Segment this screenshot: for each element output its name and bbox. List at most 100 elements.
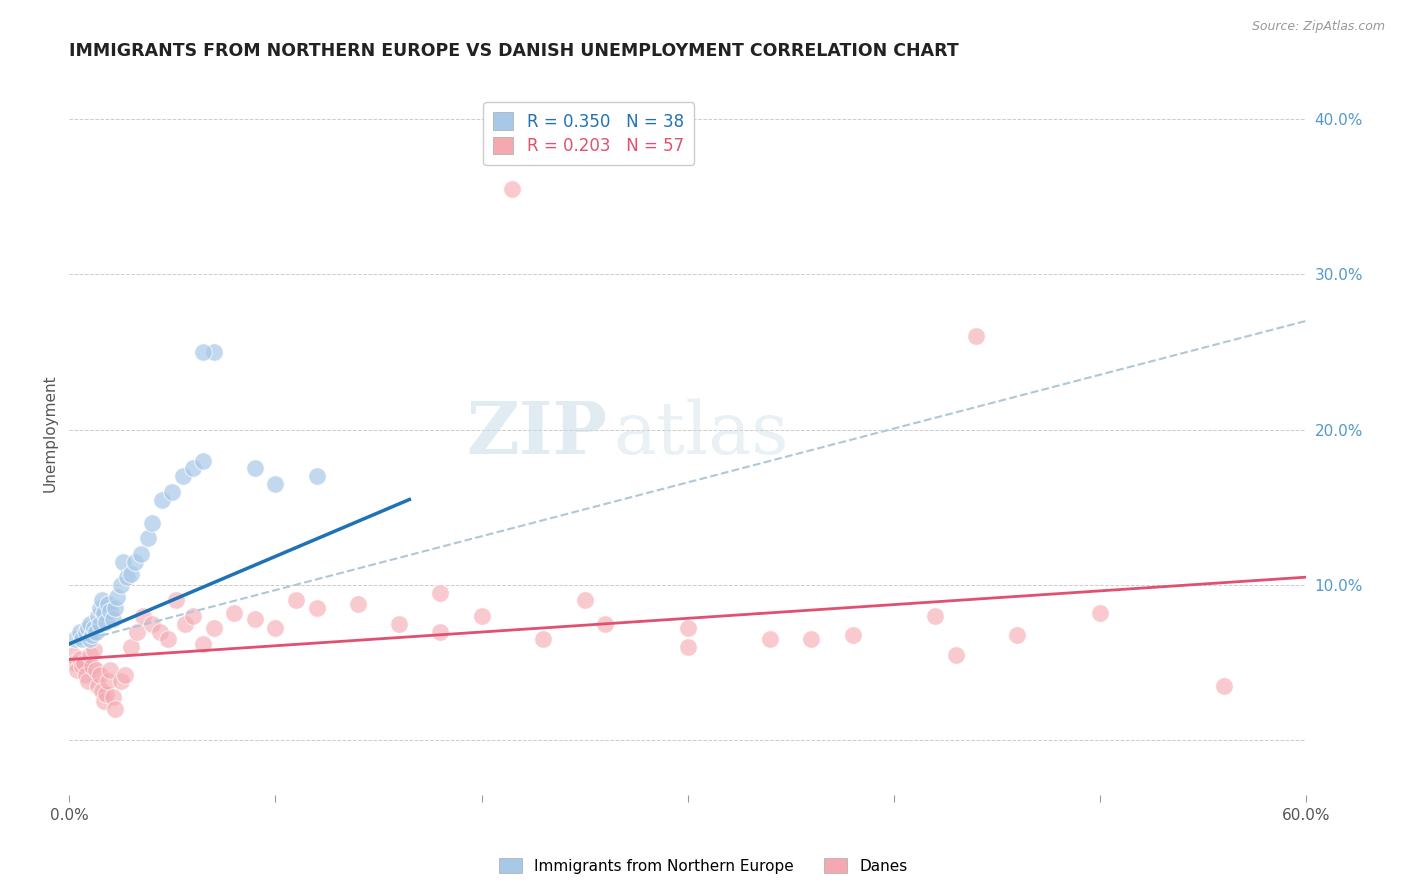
Point — [65, 632, 87, 647]
Point — [157, 632, 180, 647]
Point — [1088, 606, 1111, 620]
Point — [87, 679, 110, 693]
Point — [100, 604, 122, 618]
Point — [114, 668, 136, 682]
Point — [70, 632, 93, 647]
Point — [115, 570, 138, 584]
Point — [243, 612, 266, 626]
Point — [676, 622, 699, 636]
Point — [127, 624, 149, 639]
Point — [80, 658, 103, 673]
Point — [429, 585, 451, 599]
Point — [150, 492, 173, 507]
Point — [243, 461, 266, 475]
Text: IMMIGRANTS FROM NORTHERN EUROPE VS DANISH UNEMPLOYMENT CORRELATION CHART: IMMIGRANTS FROM NORTHERN EUROPE VS DANIS… — [69, 42, 959, 60]
Point — [181, 461, 204, 475]
Point — [69, 624, 91, 639]
Point — [759, 632, 782, 647]
Point — [120, 640, 142, 654]
Point — [531, 632, 554, 647]
Point — [945, 648, 967, 662]
Point — [111, 555, 134, 569]
Point — [593, 616, 616, 631]
Legend: R = 0.350   N = 38, R = 0.203   N = 57: R = 0.350 N = 38, R = 0.203 N = 57 — [484, 103, 695, 165]
Point — [224, 606, 246, 620]
Point — [91, 683, 114, 698]
Legend: Immigrants from Northern Europe, Danes: Immigrants from Northern Europe, Danes — [492, 852, 914, 880]
Point — [162, 484, 184, 499]
Point — [69, 652, 91, 666]
Point — [100, 664, 122, 678]
Point — [89, 616, 111, 631]
Point — [101, 612, 124, 626]
Point — [141, 516, 163, 530]
Point — [264, 477, 287, 491]
Point — [101, 690, 124, 704]
Point — [76, 622, 98, 636]
Point — [103, 601, 125, 615]
Point — [110, 674, 132, 689]
Text: Source: ZipAtlas.com: Source: ZipAtlas.com — [1251, 20, 1385, 33]
Point — [103, 702, 125, 716]
Point — [93, 694, 115, 708]
Point — [181, 609, 204, 624]
Point — [75, 668, 97, 682]
Point — [93, 606, 115, 620]
Point — [87, 609, 110, 624]
Point — [83, 622, 105, 636]
Point — [264, 622, 287, 636]
Y-axis label: Unemployment: Unemployment — [44, 375, 58, 492]
Point — [388, 616, 411, 631]
Point — [193, 345, 215, 359]
Point — [124, 555, 146, 569]
Point — [305, 469, 328, 483]
Point — [105, 591, 128, 605]
Point — [66, 664, 89, 678]
Point — [193, 637, 215, 651]
Point — [91, 593, 114, 607]
Point — [70, 658, 93, 673]
Point — [165, 593, 187, 607]
Point — [79, 648, 101, 662]
Point — [97, 674, 120, 689]
Point — [1212, 679, 1234, 693]
Point — [149, 624, 172, 639]
Point — [89, 601, 111, 615]
Point — [173, 616, 195, 631]
Point — [89, 668, 111, 682]
Point — [965, 329, 987, 343]
Point — [470, 609, 492, 624]
Point — [110, 578, 132, 592]
Point — [172, 469, 194, 483]
Point — [841, 627, 863, 641]
Point — [84, 624, 107, 639]
Point — [1007, 627, 1029, 641]
Point — [202, 622, 225, 636]
Point — [285, 593, 308, 607]
Point — [96, 615, 118, 630]
Point — [131, 547, 153, 561]
Point — [80, 627, 103, 641]
Point — [79, 616, 101, 631]
Point — [800, 632, 823, 647]
Point — [305, 601, 328, 615]
Point — [501, 182, 523, 196]
Point — [924, 609, 946, 624]
Point — [73, 656, 96, 670]
Point — [62, 648, 84, 662]
Point — [346, 597, 368, 611]
Point — [84, 664, 107, 678]
Point — [136, 532, 159, 546]
Point — [132, 609, 155, 624]
Point — [97, 597, 120, 611]
Point — [76, 674, 98, 689]
Point — [96, 687, 118, 701]
Point — [65, 656, 87, 670]
Point — [120, 567, 142, 582]
Point — [75, 624, 97, 639]
Point — [193, 453, 215, 467]
Point — [574, 593, 596, 607]
Point — [429, 624, 451, 639]
Text: atlas: atlas — [613, 398, 789, 469]
Point — [676, 640, 699, 654]
